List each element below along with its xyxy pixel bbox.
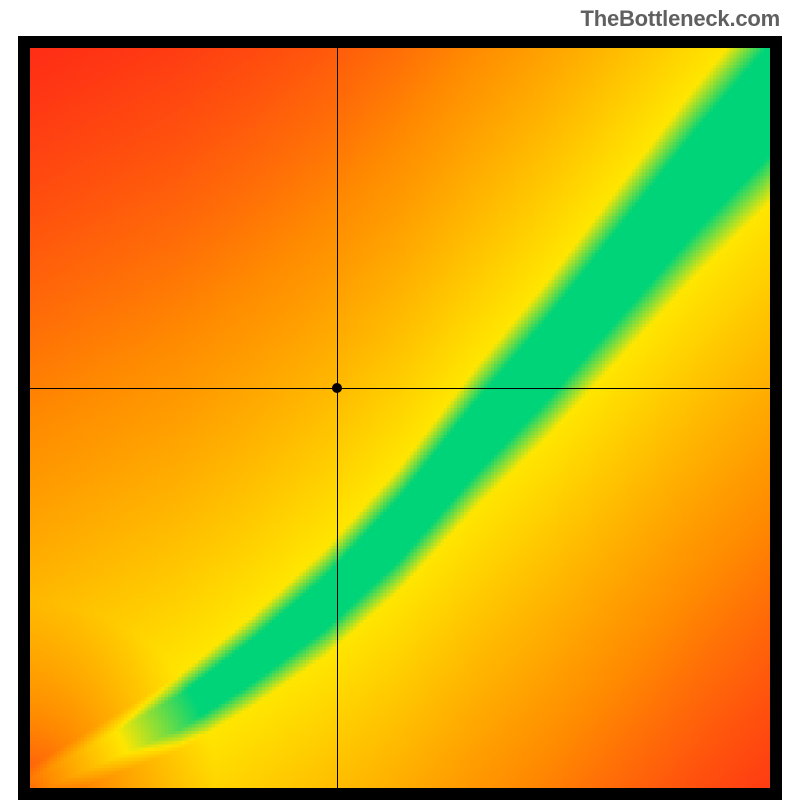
crosshair-vertical: [337, 36, 338, 800]
heatmap-canvas: [30, 48, 770, 788]
watermark-text: TheBottleneck.com: [580, 6, 780, 32]
data-point-marker: [332, 383, 342, 393]
crosshair-horizontal: [18, 388, 782, 389]
chart-frame: [18, 36, 782, 800]
